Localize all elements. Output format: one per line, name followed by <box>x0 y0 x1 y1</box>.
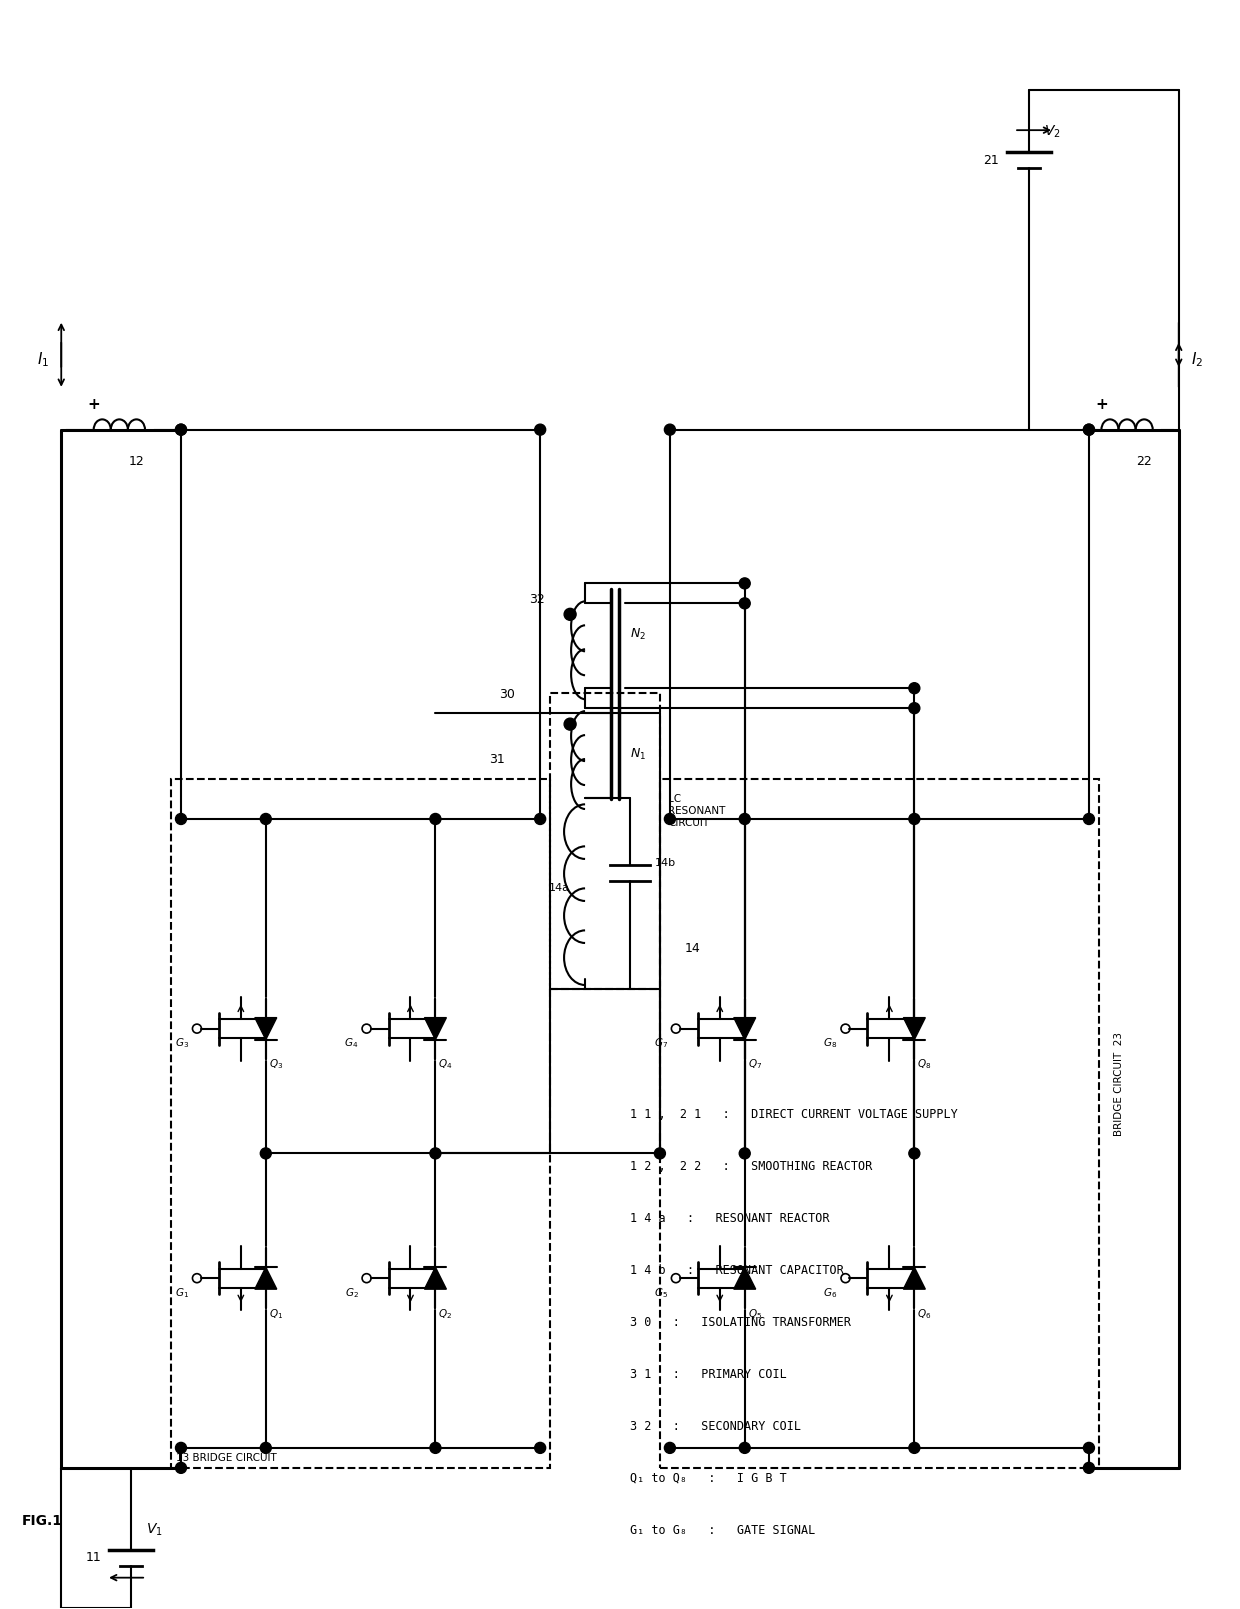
Polygon shape <box>424 1268 446 1289</box>
Text: 31: 31 <box>490 753 505 766</box>
Circle shape <box>1084 425 1095 434</box>
Circle shape <box>739 1442 750 1453</box>
Text: $Q_6$: $Q_6$ <box>918 1307 931 1321</box>
Text: $Q_4$: $Q_4$ <box>439 1057 453 1072</box>
Circle shape <box>430 1442 441 1453</box>
Text: 14a: 14a <box>549 883 570 893</box>
Circle shape <box>176 425 186 434</box>
Circle shape <box>260 1442 272 1453</box>
Text: $N_1$: $N_1$ <box>630 747 646 761</box>
Circle shape <box>176 425 186 434</box>
Text: $G_7$: $G_7$ <box>653 1036 668 1051</box>
Text: $V_1$: $V_1$ <box>146 1522 162 1538</box>
Text: $I_2$: $I_2$ <box>1190 351 1203 368</box>
Polygon shape <box>254 1017 277 1039</box>
Circle shape <box>1084 425 1095 434</box>
Circle shape <box>534 814 546 824</box>
Circle shape <box>534 425 546 434</box>
Polygon shape <box>904 1017 925 1039</box>
Circle shape <box>564 718 577 730</box>
Text: 21: 21 <box>983 153 999 167</box>
Text: 32: 32 <box>529 592 546 607</box>
Text: 11: 11 <box>86 1551 102 1564</box>
Text: $Q_1$: $Q_1$ <box>269 1307 283 1321</box>
Text: 12: 12 <box>129 455 144 468</box>
Text: 1 2 ,  2 2   :   SMOOTHING REACTOR: 1 2 , 2 2 : SMOOTHING REACTOR <box>630 1160 872 1173</box>
Text: $Q_3$: $Q_3$ <box>269 1057 283 1072</box>
Text: 1 1 ,  2 1   :   DIRECT CURRENT VOLTAGE SUPPLY: 1 1 , 2 1 : DIRECT CURRENT VOLTAGE SUPPL… <box>630 1109 957 1121</box>
Circle shape <box>655 1147 666 1158</box>
Text: $G_4$: $G_4$ <box>345 1036 358 1051</box>
Circle shape <box>1084 1463 1095 1474</box>
Polygon shape <box>734 1268 755 1289</box>
Polygon shape <box>254 1268 277 1289</box>
Polygon shape <box>904 1268 925 1289</box>
Polygon shape <box>424 1017 446 1039</box>
Bar <box>551 693 660 988</box>
Bar <box>171 779 551 1467</box>
Circle shape <box>909 703 920 714</box>
Polygon shape <box>734 1017 755 1039</box>
Text: +: + <box>87 397 100 412</box>
Circle shape <box>430 1147 441 1158</box>
Text: $Q_8$: $Q_8$ <box>918 1057 931 1072</box>
Text: $G_5$: $G_5$ <box>653 1286 668 1300</box>
Text: $G_3$: $G_3$ <box>175 1036 188 1051</box>
Circle shape <box>564 608 577 621</box>
Circle shape <box>909 1147 920 1158</box>
Circle shape <box>665 425 676 434</box>
Text: 14: 14 <box>684 943 701 956</box>
Circle shape <box>1084 814 1095 824</box>
Text: 14b: 14b <box>655 858 676 869</box>
Text: 3 2   :   SECONDARY COIL: 3 2 : SECONDARY COIL <box>630 1419 801 1434</box>
Text: $G_2$: $G_2$ <box>345 1286 358 1300</box>
Text: BRIDGE CIRCUIT  23: BRIDGE CIRCUIT 23 <box>1114 1031 1123 1136</box>
Circle shape <box>534 1442 546 1453</box>
Text: Q₁ to Q₈   :   I G B T: Q₁ to Q₈ : I G B T <box>630 1472 786 1485</box>
Text: FIG.1: FIG.1 <box>21 1514 62 1529</box>
Text: 30: 30 <box>500 687 516 700</box>
Text: $G_1$: $G_1$ <box>175 1286 188 1300</box>
Circle shape <box>176 1463 186 1474</box>
Circle shape <box>909 682 920 693</box>
Circle shape <box>739 578 750 589</box>
Text: $V_2$: $V_2$ <box>1044 124 1060 140</box>
Text: $N_2$: $N_2$ <box>630 628 646 642</box>
Text: 22: 22 <box>1136 455 1152 468</box>
Circle shape <box>665 814 676 824</box>
Text: $G_8$: $G_8$ <box>823 1036 837 1051</box>
Text: 1 4 a   :   RESONANT REACTOR: 1 4 a : RESONANT REACTOR <box>630 1212 830 1226</box>
Text: 3 0   :   ISOLATING TRANSFORMER: 3 0 : ISOLATING TRANSFORMER <box>630 1316 851 1329</box>
Text: 3 1   :   PRIMARY COIL: 3 1 : PRIMARY COIL <box>630 1368 786 1381</box>
Text: +: + <box>1095 397 1107 412</box>
Text: $I_1$: $I_1$ <box>37 351 50 368</box>
Circle shape <box>909 814 920 824</box>
Circle shape <box>665 1442 676 1453</box>
Text: $G_6$: $G_6$ <box>823 1286 837 1300</box>
Circle shape <box>739 814 750 824</box>
Text: $Q_5$: $Q_5$ <box>748 1307 761 1321</box>
Circle shape <box>739 1147 750 1158</box>
Text: LC
RESONANT
CIRCUIT: LC RESONANT CIRCUIT <box>668 795 725 827</box>
Text: $Q_2$: $Q_2$ <box>439 1307 453 1321</box>
Circle shape <box>260 1147 272 1158</box>
Circle shape <box>430 814 441 824</box>
Circle shape <box>176 1442 186 1453</box>
Text: 13 BRIDGE CIRCUIT: 13 BRIDGE CIRCUIT <box>176 1453 277 1463</box>
Circle shape <box>1084 1442 1095 1453</box>
Circle shape <box>176 814 186 824</box>
Text: G₁ to G₈   :   GATE SIGNAL: G₁ to G₈ : GATE SIGNAL <box>630 1524 815 1537</box>
Text: 1 4 b   :   RESONANT CAPACITOR: 1 4 b : RESONANT CAPACITOR <box>630 1265 843 1278</box>
Text: $Q_7$: $Q_7$ <box>748 1057 761 1072</box>
Circle shape <box>260 814 272 824</box>
Circle shape <box>909 1442 920 1453</box>
Circle shape <box>739 599 750 608</box>
Bar <box>660 779 1099 1467</box>
